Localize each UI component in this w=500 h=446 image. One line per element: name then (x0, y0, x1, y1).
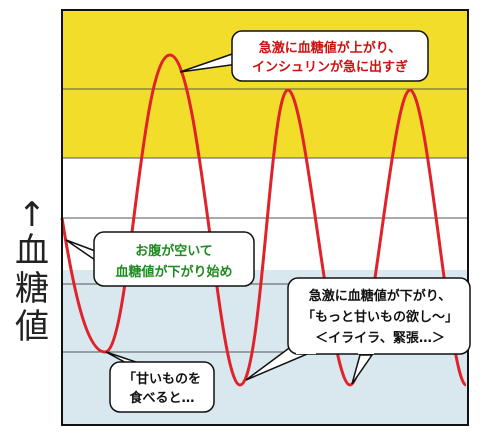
callout-crash: 急激に血糖値が下がり、 「もっと甘いもの欲し～」 ＜イライラ、緊張…＞ (245, 277, 471, 385)
y-axis-label-char: 血 (15, 231, 49, 271)
callout-text-line: ＜イライラ、緊張…＞ (315, 330, 445, 346)
callout-text-line: 食べると… (129, 390, 194, 406)
callout-text-line: 「甘いものを (123, 371, 201, 387)
y-axis-label-char: 値 (15, 307, 49, 347)
callout-text-line: インシュリンが急に出すぎ (252, 59, 408, 75)
y-axis-label: ↑ 血 糖 値 (15, 195, 49, 347)
callout-text-line: 血糖値が下がり始め (115, 264, 232, 280)
callout-spike: 急激に血糖値が上がり、 インシュリンが急に出すぎ (179, 30, 429, 82)
callout-hungry: お腹が空いて 血糖値が下がり始め (65, 231, 255, 287)
y-axis-label-char: 糖 (15, 269, 49, 309)
callout-box (93, 231, 255, 287)
callout-eat-sweets: 「甘いものを 食べると… (105, 351, 215, 413)
chart-frame (61, 9, 469, 426)
callout-box (231, 30, 429, 82)
callout-box (287, 277, 471, 355)
callout-text-line: 「もっと甘いもの欲し～」 (302, 309, 458, 325)
callout-text-line: 急激に血糖値が上がり、 (259, 40, 401, 56)
y-axis-arrow: ↑ (18, 195, 47, 235)
callout-box (109, 361, 215, 413)
callout-text-line: 急激に血糖値が下がり、 (309, 288, 451, 304)
callout-pointer (351, 354, 374, 385)
callout-text-line: お腹が空いて (135, 243, 213, 259)
